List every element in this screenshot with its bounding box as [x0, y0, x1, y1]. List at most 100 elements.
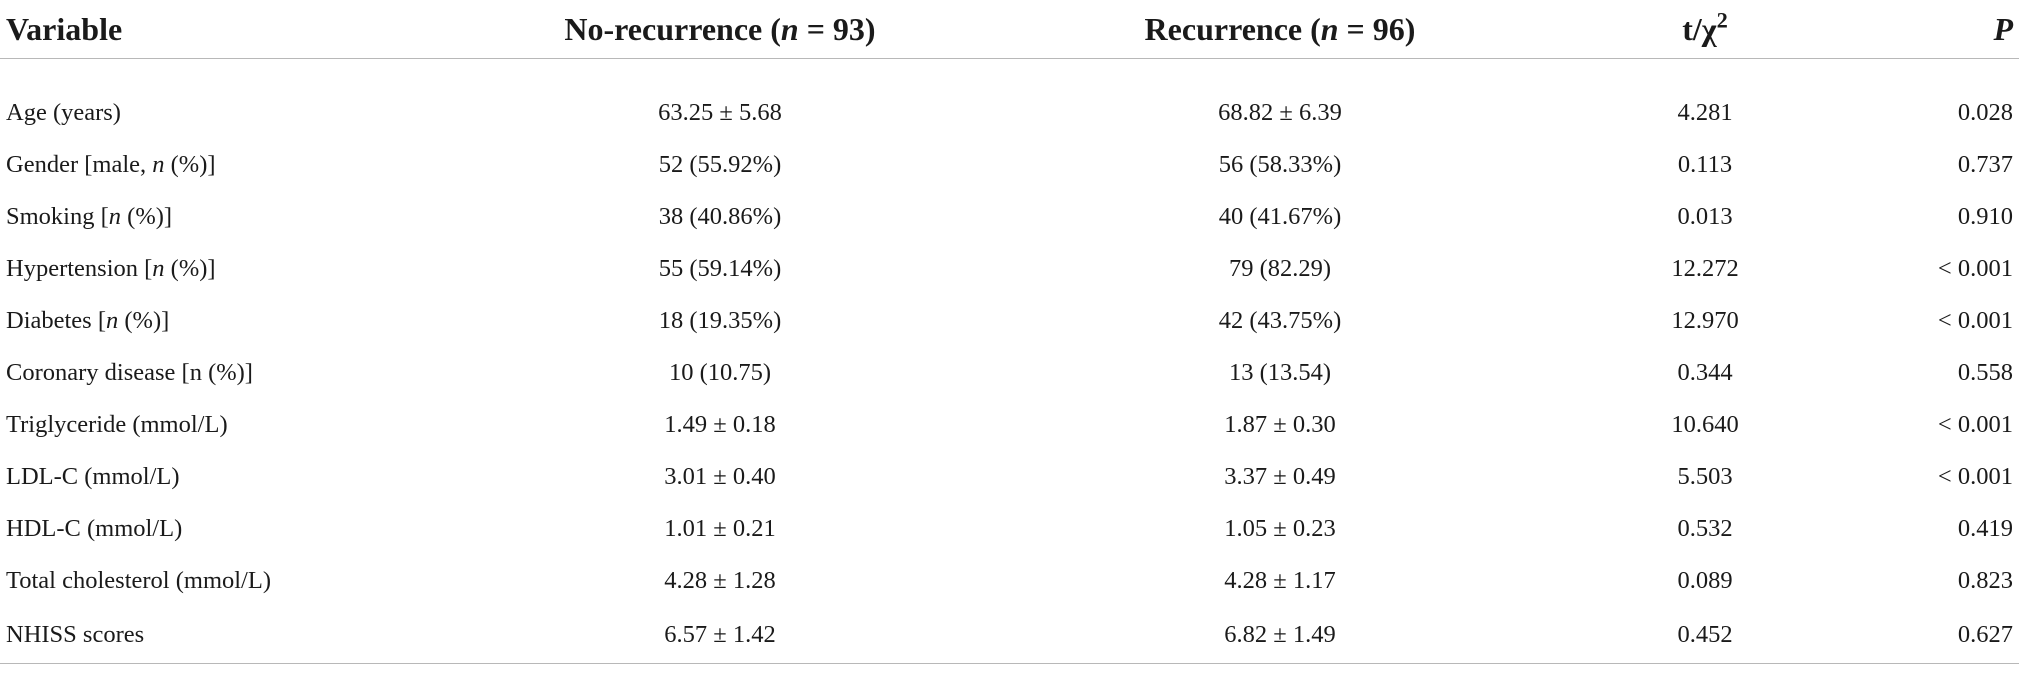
- cell-variable: LDL-C (mmol/L): [0, 451, 440, 503]
- cell-variable-text: LDL-C (mmol/L): [6, 463, 180, 490]
- table-row: LDL-C (mmol/L) 3.01 ± 0.40 3.37 ± 0.49 5.50…: [0, 451, 2019, 503]
- cell-p-value: 0.910: [1957, 203, 2013, 230]
- table-body: Age (years) 63.25 ± 5.68 68.82 ± 6.39 4.281…: [0, 59, 2019, 664]
- table-row: Coronary disease [n (%)] 10 (10.75) 13 (13…: [0, 347, 2019, 399]
- table-row: Smoking [n (%)] 38 (40.86%) 40 (41.67%) 0.0…: [0, 191, 2019, 243]
- cell-test-statistic: 5.503: [1677, 463, 1733, 490]
- cell-no-recurrence: 63.25 ± 5.68: [658, 99, 782, 126]
- cell-test-statistic: 0.344: [1677, 359, 1733, 386]
- cell-p-value: 0.823: [1957, 567, 2013, 594]
- cell-recurrence: 56 (58.33%): [1218, 151, 1342, 178]
- cell-p-value: < 0.001: [1937, 463, 2013, 490]
- cell-test-statistic: 12.970: [1671, 307, 1739, 334]
- cell-no-recurrence: 4.28 ± 1.28: [664, 567, 776, 594]
- cell-variable-text: Diabetes [: [6, 307, 106, 334]
- header-test-statistic-sup: 2: [1716, 7, 1728, 33]
- cell-variable-text: Gender [male,: [6, 151, 153, 178]
- cell-variable-text: Age (years): [6, 99, 121, 126]
- header-recurrence-n: n: [1320, 10, 1339, 47]
- cell-p-value: 0.558: [1957, 359, 2013, 386]
- header-no-recurrence-n: n: [780, 10, 799, 47]
- cell-no-recurrence: 55 (59.14%): [658, 255, 782, 282]
- header-test-statistic-main: t/χ: [1682, 10, 1717, 47]
- table-row: Total cholesterol (mmol/L) 4.28 ± 1.28 4.2…: [0, 555, 2019, 607]
- header-recurrence: Recurrence (n = 96): [1000, 0, 1560, 59]
- cell-recurrence: 1.05 ± 0.23: [1224, 515, 1336, 542]
- cell-no-recurrence: 52 (55.92%): [658, 151, 782, 178]
- header-row: Variable No-recurrence (n = 93) Recurren…: [0, 0, 2019, 59]
- table-row: Hypertension [n (%)] 55 (59.14%) 79 (82.29…: [0, 243, 2019, 295]
- header-no-recurrence: No-recurrence (n = 93): [440, 0, 1000, 59]
- cell-variable: NHISS scores: [0, 607, 440, 664]
- table-row: Triglyceride (mmol/L) 1.49 ± 0.18 1.87 ± 0…: [0, 399, 2019, 451]
- cell-recurrence: 6.82 ± 1.49: [1000, 607, 1560, 664]
- cell-variable-italic: n: [152, 151, 165, 178]
- cell-recurrence: 4.28 ± 1.17: [1224, 567, 1336, 594]
- cell-recurrence: 40 (41.67%): [1218, 203, 1342, 230]
- cell-recurrence: 3.37 ± 0.49: [1224, 463, 1336, 490]
- cell-test-statistic: 0.452: [1560, 607, 1850, 664]
- cell-p-value: < 0.001: [1937, 411, 2013, 438]
- cell-variable-italic: n: [106, 307, 119, 334]
- cell-no-recurrence: 38 (40.86%): [658, 203, 782, 230]
- cell-variable: Triglyceride (mmol/L): [0, 399, 440, 451]
- cell-p-value: < 0.001: [1937, 307, 2013, 334]
- cell-p-value: 0.627: [1850, 607, 2019, 664]
- cell-variable-text: Coronary disease [n (%)]: [6, 359, 253, 386]
- header-p-value-label: P: [1993, 10, 2013, 47]
- cell-test-statistic: 10.640: [1671, 411, 1739, 438]
- cell-no-recurrence: 1.49 ± 0.18: [664, 411, 776, 438]
- cell-variable-text: Triglyceride (mmol/L): [6, 411, 228, 438]
- table-row: HDL-C (mmol/L) 1.01 ± 0.21 1.05 ± 0.23 0.53…: [0, 503, 2019, 555]
- table-spacer-cell: [0, 59, 2019, 88]
- cell-variable-text: Total cholesterol (mmol/L): [6, 567, 271, 594]
- cell-test-statistic: 0.013: [1677, 203, 1733, 230]
- table-header: Variable No-recurrence (n = 93) Recurren…: [0, 0, 2019, 59]
- header-recurrence-tail: = 96): [1338, 10, 1416, 47]
- cell-test-statistic: 0.532: [1677, 515, 1733, 542]
- table-row: NHISS scores 6.57 ± 1.42 6.82 ± 1.49 0.452 0…: [0, 607, 2019, 664]
- header-no-recurrence-main: No-recurrence (: [564, 10, 781, 47]
- comparison-table: Variable No-recurrence (n = 93) Recurren…: [0, 0, 2019, 664]
- cell-variable-text: Smoking [: [6, 203, 109, 230]
- header-variable: Variable: [0, 0, 440, 59]
- cell-variable-suffix: (%)]: [118, 307, 170, 334]
- cell-variable-suffix: (%)]: [164, 255, 216, 282]
- cell-variable-italic: n: [108, 203, 122, 230]
- cell-variable: Coronary disease [n (%)]: [0, 347, 440, 399]
- cell-test-statistic: 0.089: [1677, 567, 1733, 594]
- cell-recurrence: 42 (43.75%): [1218, 307, 1342, 334]
- cell-variable-suffix: (%)]: [164, 151, 216, 178]
- cell-test-statistic: 4.281: [1677, 99, 1733, 126]
- header-recurrence-main: Recurrence (: [1144, 10, 1321, 47]
- cell-variable-suffix: (%)]: [121, 203, 173, 230]
- header-p-value: P: [1850, 0, 2019, 59]
- cell-variable-text: Hypertension [: [6, 255, 153, 282]
- header-no-recurrence-tail: = 93): [798, 10, 876, 47]
- cell-variable: Hypertension [n (%)]: [0, 243, 440, 295]
- cell-recurrence: 68.82 ± 6.39: [1218, 99, 1342, 126]
- table-spacer-row: [0, 59, 2019, 88]
- cell-variable-text: HDL-C (mmol/L): [6, 515, 183, 542]
- cell-no-recurrence: 18 (19.35%): [658, 307, 782, 334]
- cell-variable: Total cholesterol (mmol/L): [0, 555, 440, 607]
- table-row: Gender [male, n (%)] 52 (55.92%) 56 (58.33…: [0, 139, 2019, 191]
- cell-p-value: 0.737: [1957, 151, 2013, 178]
- cell-variable: Smoking [n (%)]: [0, 191, 440, 243]
- cell-recurrence: 79 (82.29): [1228, 255, 1332, 282]
- cell-variable: HDL-C (mmol/L): [0, 503, 440, 555]
- cell-variable: Gender [male, n (%)]: [0, 139, 440, 191]
- cell-test-statistic: 12.272: [1671, 255, 1739, 282]
- cell-p-value: < 0.001: [1937, 255, 2013, 282]
- cell-no-recurrence: 3.01 ± 0.40: [664, 463, 776, 490]
- cell-no-recurrence: 6.57 ± 1.42: [440, 607, 1000, 664]
- cell-variable-italic: n: [152, 255, 165, 282]
- table-row: Diabetes [n (%)] 18 (19.35%) 42 (43.75%) 12…: [0, 295, 2019, 347]
- cell-recurrence: 1.87 ± 0.30: [1224, 411, 1336, 438]
- cell-variable: Age (years): [0, 87, 440, 139]
- cell-variable-text: NHISS scores: [6, 621, 145, 648]
- cell-no-recurrence: 1.01 ± 0.21: [664, 515, 776, 542]
- cell-recurrence: 13 (13.54): [1228, 359, 1332, 386]
- header-test-statistic: t/χ2: [1560, 0, 1850, 59]
